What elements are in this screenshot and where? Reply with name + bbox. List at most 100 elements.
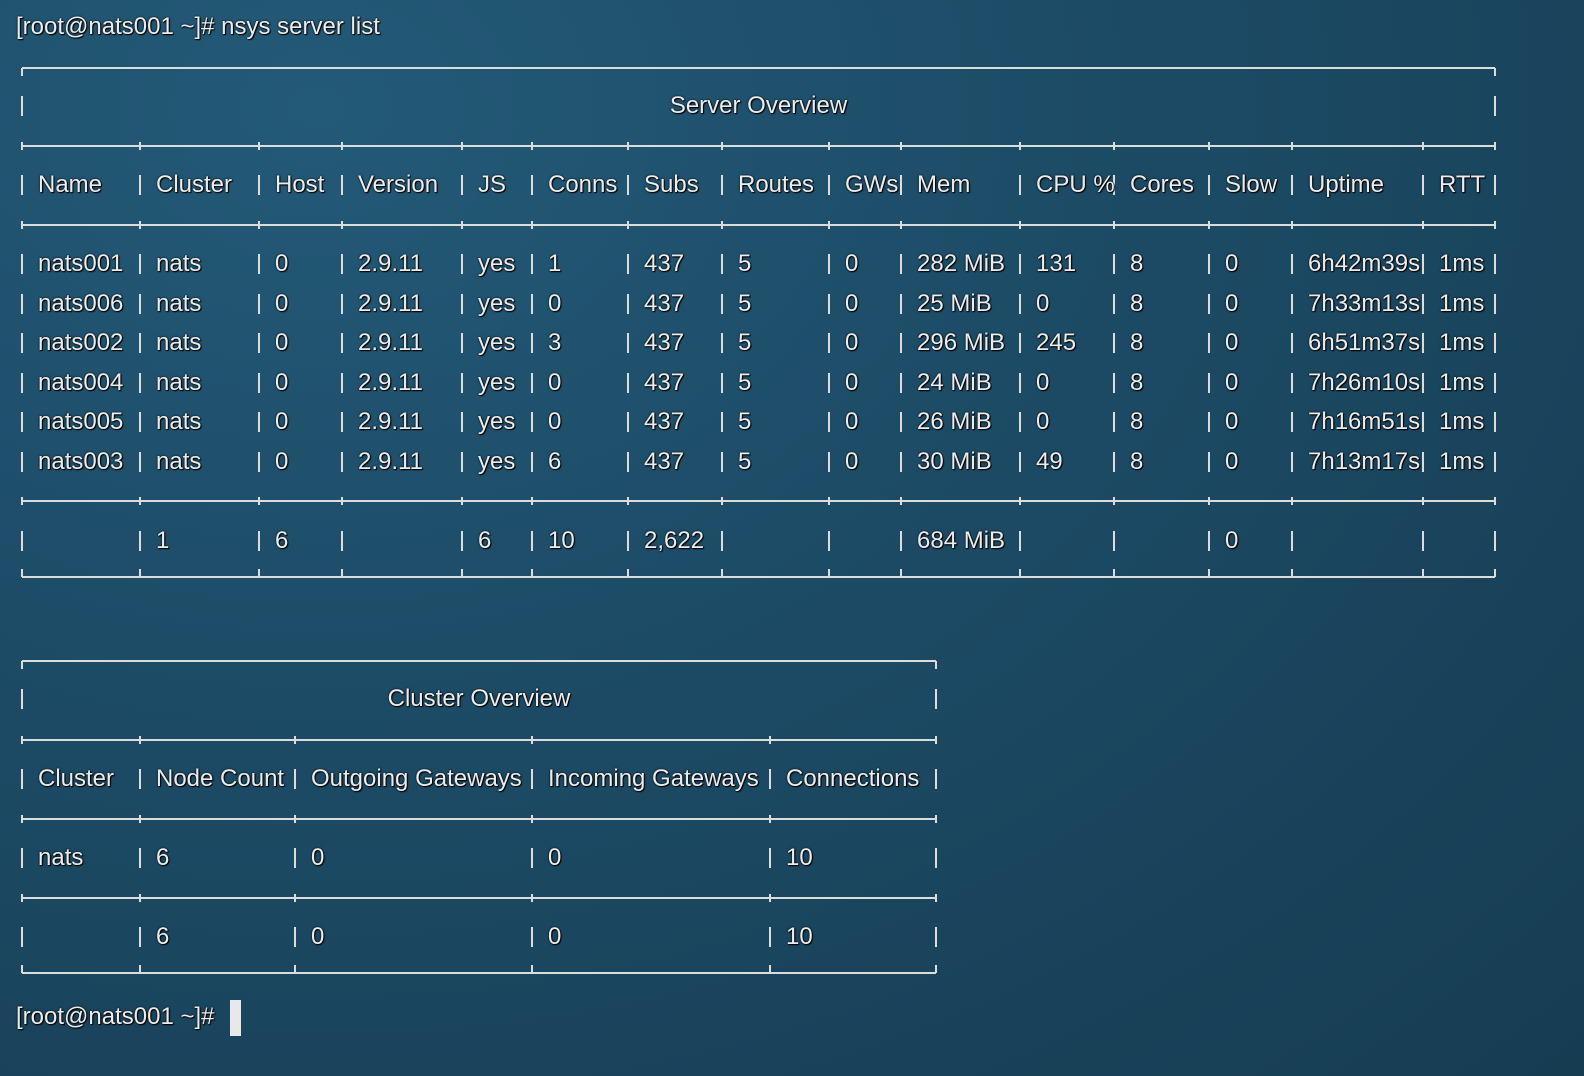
table-cell: 0 [275, 369, 289, 396]
table-cell: 2.9.11 [358, 369, 423, 396]
table-cell: 8 [1130, 250, 1144, 277]
table-cell: 5 [738, 369, 752, 396]
table-cell: 0 [1036, 369, 1050, 396]
table-cell: 0 [845, 250, 859, 277]
table-cell: 296 MiB [917, 329, 1006, 356]
table-cell: 0 [1036, 408, 1050, 435]
table-cell: yes [478, 290, 516, 317]
table-cell: nats002 [38, 329, 124, 356]
table-cell: 0 [275, 250, 289, 277]
column-header: Cluster [38, 765, 115, 792]
table-cell: 5 [738, 448, 752, 475]
table-cell: 0 [1225, 250, 1239, 277]
table-cell: 0 [311, 844, 325, 871]
table-cell: 5 [738, 408, 752, 435]
column-header: Incoming Gateways [548, 765, 759, 792]
table-cell: 2.9.11 [358, 448, 423, 475]
column-header: Node Count [156, 765, 285, 792]
table-cell: 2.9.11 [358, 408, 423, 435]
table-cell: 0 [845, 329, 859, 356]
table-cell: 282 MiB [917, 250, 1006, 277]
table-cell: 25 MiB [917, 290, 992, 317]
table-cell: 5 [738, 329, 752, 356]
table-cell: 131 [1036, 250, 1077, 277]
column-header: Slow [1225, 171, 1278, 198]
column-header: JS [478, 171, 507, 198]
column-header: Version [358, 171, 439, 198]
table-cell: nats [156, 408, 202, 435]
table-cell: 0 [275, 408, 289, 435]
table-cell: 24 MiB [917, 369, 992, 396]
column-header: RTT [1439, 171, 1486, 198]
table-cell: 0 [1225, 290, 1239, 317]
table-cell: 6 [156, 844, 170, 871]
total-cell: 10 [548, 527, 575, 554]
column-header: Connections [786, 765, 920, 792]
table-cell: 8 [1130, 448, 1144, 475]
table-cell: 0 [548, 408, 562, 435]
total-cell: 0 [548, 923, 562, 950]
table-cell: 0 [548, 290, 562, 317]
table-cell: nats005 [38, 408, 124, 435]
table-cell: yes [478, 369, 516, 396]
table-cell: 7h16m51s [1308, 408, 1421, 435]
table-title: Cluster Overview [387, 685, 571, 712]
table-cell: 10 [786, 844, 813, 871]
table-cell: 0 [845, 290, 859, 317]
table-cell: 3 [548, 329, 562, 356]
table-cell: 1ms [1439, 369, 1485, 396]
table-cell: 30 MiB [917, 448, 992, 475]
table-cell: 0 [845, 369, 859, 396]
table-cell: nats003 [38, 448, 124, 475]
column-header: Subs [644, 171, 699, 198]
table-cell: nats [156, 250, 202, 277]
table-cell: 26 MiB [917, 408, 992, 435]
column-header: Mem [917, 171, 971, 198]
table-cell: 1ms [1439, 250, 1485, 277]
table-cell: 437 [644, 250, 685, 277]
table-cell: 2.9.11 [358, 250, 423, 277]
column-header: CPU % [1036, 171, 1115, 198]
column-header: Name [38, 171, 103, 198]
table-cell: nats004 [38, 369, 124, 396]
table-cell: 1 [548, 250, 562, 277]
table-title: Server Overview [669, 92, 848, 119]
column-header: Routes [738, 171, 815, 198]
total-cell: 6 [478, 527, 492, 554]
table-cell: 0 [275, 329, 289, 356]
table-cell: yes [478, 408, 516, 435]
command-prompt: [root@nats001 ~]# nsys server list [16, 13, 380, 40]
table-cell: 0 [845, 408, 859, 435]
total-cell: 0 [1225, 527, 1239, 554]
column-header: GWs [845, 171, 899, 198]
table-cell: 0 [845, 448, 859, 475]
table-cell: yes [478, 250, 516, 277]
table-cell: 6h42m39s [1308, 250, 1421, 277]
table-cell: 437 [644, 290, 685, 317]
table-cell: 8 [1130, 290, 1144, 317]
table-cell: 437 [644, 369, 685, 396]
table-cell: 6 [548, 448, 562, 475]
table-cell: nats [156, 448, 202, 475]
table-cell: 2.9.11 [358, 329, 423, 356]
table-cell: 0 [275, 290, 289, 317]
table-cell: 1ms [1439, 408, 1485, 435]
column-header: Cores [1130, 171, 1195, 198]
total-cell: 1 [156, 527, 170, 554]
table-cell: 1ms [1439, 329, 1485, 356]
total-cell: 2,622 [644, 527, 705, 554]
table-cell: 0 [1225, 369, 1239, 396]
table-cell: 0 [1225, 329, 1239, 356]
total-cell: 684 MiB [917, 527, 1006, 554]
table-cell: 7h13m17s [1308, 448, 1421, 475]
table-cell: 437 [644, 408, 685, 435]
table-cell: nats [156, 369, 202, 396]
table-cell: 245 [1036, 329, 1077, 356]
table-cell: 7h26m10s [1308, 369, 1421, 396]
table-cell: nats006 [38, 290, 124, 317]
table-cell: 8 [1130, 329, 1144, 356]
total-cell: 0 [311, 923, 325, 950]
table-cell: 2.9.11 [358, 290, 423, 317]
table-cell: 0 [1036, 290, 1050, 317]
